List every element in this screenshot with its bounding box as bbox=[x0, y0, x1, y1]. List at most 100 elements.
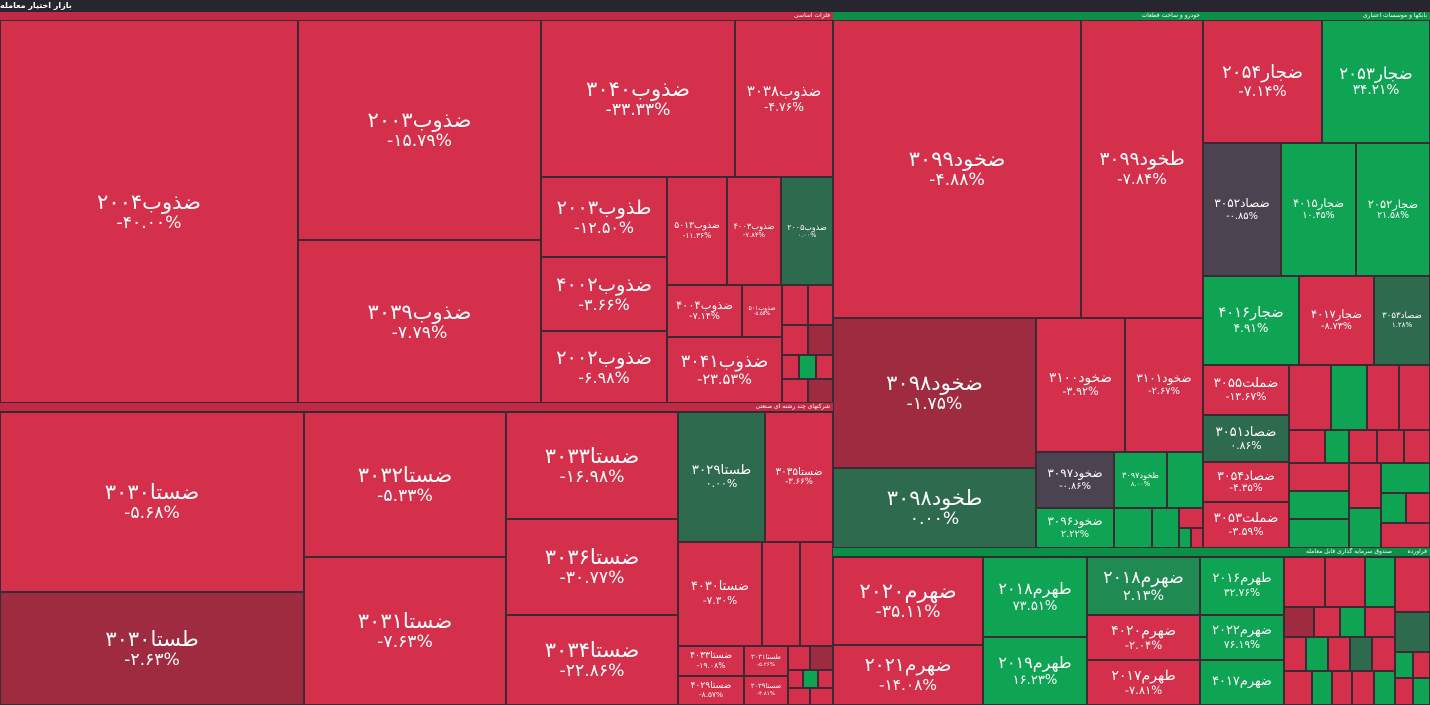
tile-label: طذوب۲۰۰۳ bbox=[556, 195, 652, 219]
tile[interactable]: ضستا۴۰۳۰ -۷.۳۰% bbox=[678, 542, 762, 646]
tile-label: ضهرم۲۰۲۱ bbox=[864, 655, 952, 677]
tile-change: -۷.۶۳% bbox=[377, 632, 433, 653]
tile[interactable]: ضصاد۳۰۵۳ ۱.۲۸% bbox=[1374, 276, 1430, 365]
tile-label: ضذوب۲۰۰۴ bbox=[97, 189, 201, 214]
tile-change: -۱۵.۷۹% bbox=[387, 131, 452, 152]
tile[interactable]: ضخود۳۰۹۹ -۴.۸۸% bbox=[833, 20, 1081, 318]
tile[interactable]: ضذوب۴۰۰۳ -۷.۸۴% bbox=[727, 177, 781, 285]
tile-label: ضذوب۵۰۱ bbox=[748, 304, 776, 312]
sector-header: فلزات اساسی bbox=[0, 12, 833, 20]
tile[interactable]: ضذوب۳۰۳۸ -۴.۷۶% bbox=[735, 20, 833, 177]
tile[interactable]: ضملت۳۰۵۳ -۳.۵۹% bbox=[1203, 502, 1289, 548]
tile[interactable]: ضذوب۴۰۰۴ -۷.۱۴% bbox=[667, 285, 742, 337]
tile[interactable]: ضستا۳۰۳۱ -۷.۶۳% bbox=[304, 557, 506, 705]
tile[interactable]: طستا۳۰۲۹ ۰.۰۰% bbox=[678, 412, 765, 542]
tile[interactable]: ضجار۴۰۱۶ ۴.۹۱% bbox=[1203, 276, 1299, 365]
filler-tile bbox=[788, 670, 803, 688]
tile-change: -۳.۶۶% bbox=[785, 477, 813, 488]
tile-label: ضذوب۵۰۱۳ bbox=[674, 220, 720, 232]
tile-label: ضذوب۳۰۴۱ bbox=[680, 351, 769, 372]
tile-label: ضصاد۳۰۵۱ bbox=[1215, 424, 1277, 440]
tile[interactable]: ضجار۲۰۵۳ ۳۴.۲۱% bbox=[1322, 20, 1430, 143]
tile-label: ضخود۳۱۰۱ bbox=[1136, 371, 1192, 386]
tile[interactable]: ضصاد۳۰۵۴ -۴.۳۵% bbox=[1203, 462, 1289, 502]
tile-label: ضهرم۲۰۲۰ bbox=[859, 579, 957, 604]
tile[interactable]: ضستا۴۰۳۳ -۱۹.۰۸% bbox=[678, 646, 744, 676]
tile[interactable]: ضذوب۳۰۴۰ -۳۳.۳۳% bbox=[541, 20, 735, 177]
tile[interactable]: ضستا۳۰۳۳ -۱۶.۹۸% bbox=[506, 412, 678, 519]
tile[interactable]: ضملت۳۰۵۵ -۱۳.۶۷% bbox=[1203, 365, 1289, 415]
tile[interactable]: ضصاد۳۰۵۱ ۰.۸۶% bbox=[1203, 415, 1289, 462]
filler-tile bbox=[1289, 491, 1349, 519]
filler-tile bbox=[1413, 678, 1430, 705]
tile[interactable]: ضذوب۴۰۰۲ -۳.۶۶% bbox=[541, 257, 667, 331]
tile[interactable]: ضخود۳۰۹۷ -۰.۸۶% bbox=[1036, 452, 1114, 508]
filler-tile bbox=[1399, 365, 1430, 430]
tile-label: طخود۳۰۹۹ bbox=[1099, 149, 1185, 171]
tile[interactable]: طهرم۲۰۱۷ -۷.۸۱% bbox=[1087, 660, 1200, 705]
tile[interactable]: ضذوب۲۰۰۲ -۶.۹۸% bbox=[541, 331, 667, 403]
tile-label: ضخود۳۰۹۸ bbox=[886, 371, 983, 396]
tile[interactable]: ضستا۳۰۳۵ -۳.۶۶% bbox=[765, 412, 833, 542]
tile[interactable]: ضصاد۳۰۵۲ -۰.۸۵% bbox=[1203, 143, 1281, 276]
tile-label: ضستا۳۰۳۳ bbox=[544, 443, 640, 468]
filler-tile bbox=[1284, 557, 1325, 607]
tile[interactable]: ضستا۴۰۲۹ -۸.۵۷% bbox=[678, 676, 744, 705]
tile[interactable]: ضذوب۵۰۱ -۵.۵۵% bbox=[742, 285, 782, 337]
tile[interactable]: ضستا۳۰۳۶ -۳۰.۷۷% bbox=[506, 519, 678, 615]
tile[interactable]: طهرم۲۰۱۹ ۱۶.۲۳% bbox=[983, 637, 1087, 705]
tile[interactable]: ضخود۳۰۹۸ -۱.۷۵% bbox=[833, 318, 1036, 468]
header-title: بازار اختیار معامله bbox=[0, 1, 72, 10]
tile-change: ۱.۲۸% bbox=[1391, 320, 1413, 330]
tile[interactable]: ضهرم۲۰۲۲ ۷۶.۱۹% bbox=[1200, 615, 1284, 660]
tile[interactable]: طخود۳۰۹۹ -۷.۸۴% bbox=[1081, 20, 1203, 318]
tile[interactable]: ضجار۴۰۱۷ -۸.۷۳% bbox=[1299, 276, 1374, 365]
tile[interactable]: طخود۳۰۹۸ ۰.۰۰% bbox=[833, 468, 1036, 548]
tile[interactable]: طخود۳۰۹۷ ۸.۰۰% bbox=[1114, 452, 1167, 508]
tile[interactable]: ضخود۳۱۰۰ -۳.۹۲% bbox=[1036, 318, 1125, 452]
tile-change: -۲۲.۸۶% bbox=[559, 661, 625, 682]
tile[interactable]: ضذوب۲۰۰۵ ۰.۰۰% bbox=[781, 177, 833, 285]
tile[interactable]: ضستا۳۰۳۰ -۵.۶۸% bbox=[0, 412, 304, 592]
tile[interactable]: ضهرم۴۰۲۰ -۲.۰۴% bbox=[1087, 615, 1200, 660]
tile[interactable]: ضهرم۴۰۱۷ bbox=[1200, 660, 1284, 705]
filler-tile bbox=[1306, 637, 1328, 671]
filler-tile bbox=[1406, 493, 1430, 523]
tile[interactable]: طذوب۲۰۰۳ -۱۲.۵۰% bbox=[541, 177, 667, 257]
tile-label: ضذوب۳۰۳۸ bbox=[746, 81, 822, 100]
tile-change: -۴.۷۶% bbox=[763, 100, 805, 115]
filler-tile bbox=[1381, 493, 1406, 523]
tile-change: ۳۲.۷۶% bbox=[1223, 587, 1261, 600]
tile[interactable]: ضهرم۲۰۲۰ -۳۵.۱۱% bbox=[833, 557, 983, 645]
tile[interactable]: ضهرم۲۰۱۸ ۲.۱۳% bbox=[1087, 557, 1200, 615]
tile[interactable]: طهرم۲۰۱۸ ۷۳.۵۱% bbox=[983, 557, 1087, 637]
tile[interactable]: طستا۳۰۳۱ -۵.۲۶% bbox=[744, 646, 788, 676]
tile-label: ضستا۳۰۳۱ bbox=[357, 609, 453, 634]
tile[interactable]: طهرم۲۰۱۶ ۳۲.۷۶% bbox=[1200, 557, 1284, 615]
tile[interactable]: ضستا۳۰۳۲ -۵.۳۳% bbox=[304, 412, 506, 557]
tile-change: -۲۳.۵۳% bbox=[697, 371, 752, 388]
tile[interactable]: ضجار۲۰۵۴ -۷.۱۴% bbox=[1203, 20, 1322, 143]
tile-label: ضستا۳۰۳۵ bbox=[775, 466, 823, 479]
tile[interactable]: ضذوب۲۰۰۳ -۱۵.۷۹% bbox=[298, 20, 541, 240]
tile[interactable]: ضذوب۲۰۰۴ -۴۰.۰۰% bbox=[0, 20, 298, 403]
tile-label: ضذوب۴۰۰۳ bbox=[733, 221, 775, 232]
tile[interactable]: ضستا۳۰۳۴ -۲۲.۸۶% bbox=[506, 615, 678, 705]
tile[interactable]: ضخود۳۱۰۱ -۲.۶۷% bbox=[1125, 318, 1203, 452]
tile[interactable]: ضجار۴۰۱۵ ۱۰.۴۵% bbox=[1281, 143, 1356, 276]
sector-header: خودرو و ساخت قطعات bbox=[833, 12, 1203, 20]
tile[interactable]: طستا۳۰۳۰ -۲.۶۳% bbox=[0, 592, 304, 705]
tile[interactable]: ضهرم۲۰۲۱ -۱۴.۰۸% bbox=[833, 645, 983, 705]
tile[interactable]: ضخود۳۰۹۶ ۲.۲۲% bbox=[1036, 508, 1114, 548]
tile[interactable]: ضذوب۳۰۳۹ -۷.۷۹% bbox=[298, 240, 541, 403]
filler-tile bbox=[782, 379, 808, 403]
tile[interactable]: ضذوب۵۰۱۳ -۱۱.۳۶% bbox=[667, 177, 727, 285]
tile[interactable]: ضجار۲۰۵۲ ۲۱.۵۸% bbox=[1356, 143, 1430, 276]
tile-change: -۷.۸۱% bbox=[1124, 682, 1163, 697]
tile[interactable]: ضذوب۳۰۴۱ -۲۳.۵۳% bbox=[667, 337, 782, 403]
tile[interactable]: ضستا۳۰۳۹ -۴.۸۱% bbox=[744, 676, 788, 705]
tile-change: -۴.۳۵% bbox=[1229, 482, 1263, 495]
tile-change: -۷.۷۹% bbox=[391, 322, 448, 343]
tile-label: ضهرم۲۰۱۸ bbox=[1103, 567, 1184, 588]
